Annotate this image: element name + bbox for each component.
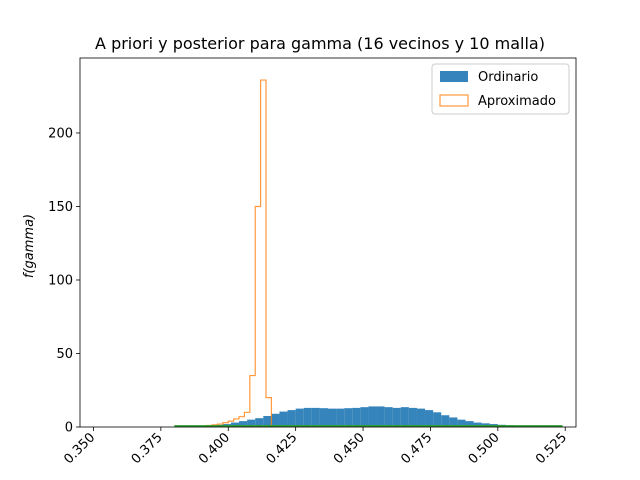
ordinario-bar [392,407,401,427]
ordinario-bar [279,411,288,427]
ordinario-bar [344,408,353,427]
ordinario-bar [295,408,304,427]
chart-title: A priori y posterior para gamma (16 veci… [95,34,545,53]
y-axis: 0 50 100 150 200 [48,126,80,436]
ordinario-bar [287,410,296,427]
ordinario-bar [457,419,466,427]
y-tick-label: 50 [56,347,73,362]
ordinario-bar [416,408,426,427]
ordinario-bar [425,410,434,427]
ordinario-bar [408,407,417,427]
legend-swatch-aproximado [439,94,469,107]
y-tick-label: 150 [48,200,73,215]
ordinario-bar [319,408,328,427]
legend: Ordinario Aproximado [431,63,570,115]
ordinario-bar [247,419,256,427]
ordinario-bar [368,406,377,427]
axes-frame [79,57,577,428]
legend-label: Ordinario [478,70,538,85]
y-tick-label: 200 [48,126,73,141]
ordinario-bar [433,412,442,427]
ordinario-bar [384,407,393,427]
ordinario-bar [328,408,337,427]
y-tick-label: 0 [65,421,73,436]
legend-swatch-ordinario [440,71,468,82]
ordinario-bar [473,422,482,427]
y-tick-label: 100 [48,273,73,288]
y-axis-label: f(gamma) [22,214,37,278]
ordinario-bar [303,407,312,427]
ordinario-bar [465,421,474,427]
ordinario-bar [230,422,240,427]
legend-label: Aproximado [478,94,556,109]
ordinario-bar [360,407,369,427]
ordinario-bar [271,413,280,427]
ordinario-bar [449,417,458,427]
plot-area [79,57,577,428]
ordinario-bar [336,408,345,427]
ordinario-bar [263,415,272,427]
ordinario-bar [400,407,409,427]
ordinario-bar [255,418,264,427]
ordinario-bar [311,407,320,427]
ordinario-bar [352,407,361,427]
ordinario-bar [441,415,450,427]
ordinario-bar [376,406,385,427]
ordinario-bar [239,421,248,427]
